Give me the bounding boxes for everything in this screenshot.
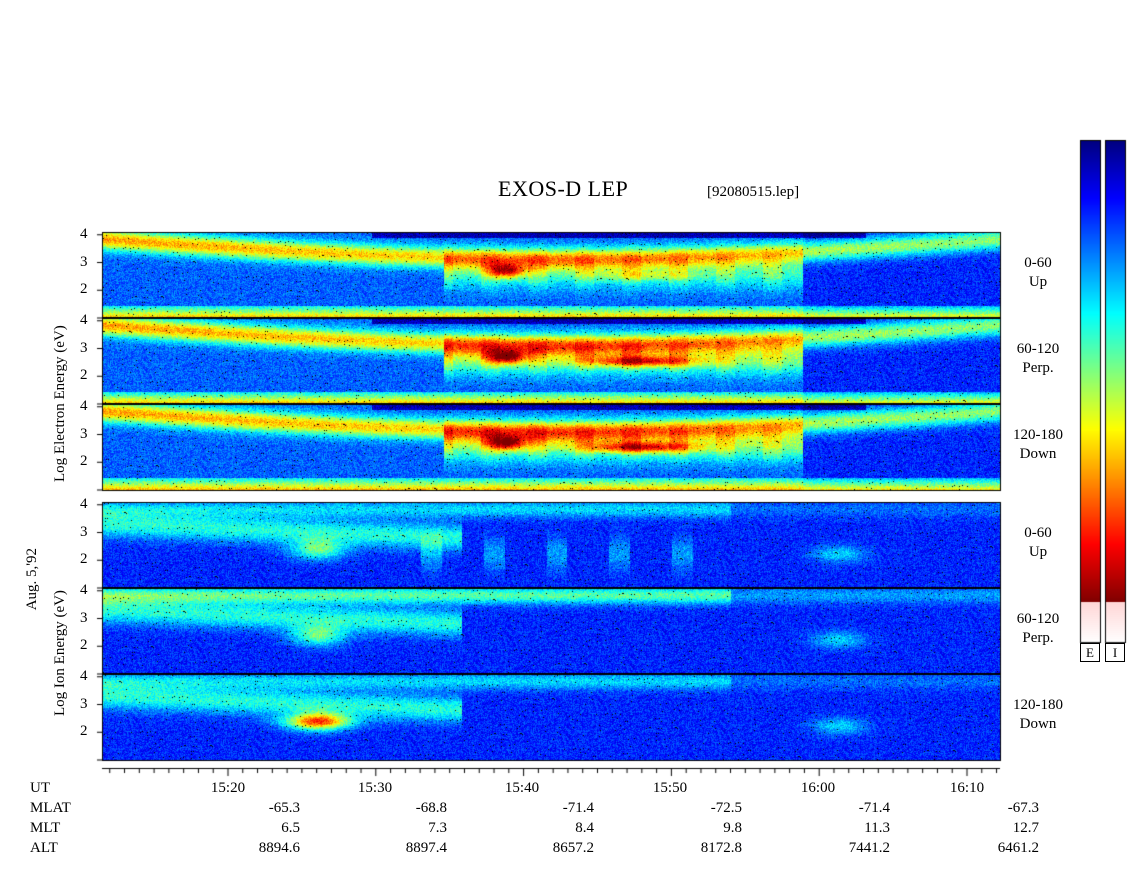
y-tick-label: 4 [80,581,88,598]
time-tick-label: 16:10 [949,780,985,796]
y-tick-label: 3 [80,523,88,540]
panel-label-electron-perp: 60-120 Perp. [1010,340,1066,378]
ion-ylabel: Log Ion Energy (eV) [52,590,68,716]
orbit-row-name: UT [30,780,50,796]
y-tick-label: 4 [80,225,88,242]
y-tick-label: 3 [80,425,88,442]
colorbar-e-label: E [1080,643,1100,662]
y-tick-label: 4 [80,667,88,684]
orbit-row-value: 8657.2 [552,840,594,856]
orbit-row-value: 7441.2 [848,840,890,856]
panel-label-line2: Up [1028,544,1048,560]
time-tick-label: 15:40 [504,780,540,796]
orbit-row-value: 6.5 [281,820,300,836]
panel-label-electron-down: 120-180 Down [1010,426,1066,464]
panel-label-ion-perp: 60-120 Perp. [1010,610,1066,648]
y-tick-label: 3 [80,339,88,356]
y-tick-label: 2 [80,723,88,740]
y-tick-label: 2 [80,281,88,298]
orbit-row-value: 12.7 [1012,820,1039,836]
panel-label-line1: 120-180 [1013,697,1063,713]
orbit-row-value: -71.4 [562,800,594,816]
electron-ylabel: Log Electron Energy (eV) [52,325,68,482]
orbit-row-value: 8172.8 [700,840,742,856]
orbit-row-value: 7.3 [428,820,447,836]
orbit-row-value: -68.8 [415,800,447,816]
y-tick-label: 4 [80,397,88,414]
y-tick-label: 3 [80,253,88,270]
time-tick-label: 15:50 [652,780,688,796]
orbit-row-value: 8.4 [575,820,594,836]
panel-label-line2: Up [1028,274,1048,290]
y-tick-label: 4 [80,495,88,512]
orbit-row-value: 9.8 [723,820,742,836]
date-label: Aug. 5,'92 [24,548,40,611]
time-tick-label: 15:20 [210,780,246,796]
panel-label-line2: Perp. [1022,360,1054,376]
orbit-row-value: -65.3 [268,800,300,816]
panel-label-ion-down: 120-180 Down [1010,696,1066,734]
colorbar-i-label: I [1105,643,1125,662]
y-tick-label: 2 [80,367,88,384]
panel-label-line1: 0-60 [1024,255,1052,271]
panel-label-line1: 0-60 [1024,525,1052,541]
y-tick-label: 3 [80,695,88,712]
panel-label-ion-up: 0-60 Up [1010,524,1066,562]
panel-label-line1: 120-180 [1013,427,1063,443]
file-name: [92080515.lep] [707,184,800,200]
orbit-row-value: 8894.6 [258,840,300,856]
orbit-row-name: ALT [30,840,58,856]
y-tick-label: 2 [80,637,88,654]
y-tick-label: 2 [80,453,88,470]
panel-label-line1: 60-120 [1016,341,1060,357]
panel-label-line2: Perp. [1022,630,1054,646]
panel-label-line2: Down [1019,716,1057,732]
orbit-row-name: MLT [30,820,61,836]
panel-label-line1: 60-120 [1016,611,1060,627]
y-tick-label: 3 [80,609,88,626]
orbit-row-value: 11.3 [864,820,890,836]
y-tick-label: 4 [80,311,88,328]
chart-title: EXOS-D LEP [498,176,629,201]
panel-label-electron-up: 0-60 Up [1010,254,1066,292]
orbit-row-value: -72.5 [710,800,742,816]
orbit-row-value: -67.3 [1007,800,1039,816]
y-tick-label: 2 [80,551,88,568]
panel-label-line2: Down [1019,446,1057,462]
orbit-row-name: MLAT [30,800,71,816]
orbit-row-value: 8897.4 [405,840,447,856]
orbit-row-value: -71.4 [858,800,890,816]
time-tick-label: 16:00 [800,780,836,796]
time-tick-label: 15:30 [357,780,393,796]
orbit-row-value: 6461.2 [997,840,1039,856]
